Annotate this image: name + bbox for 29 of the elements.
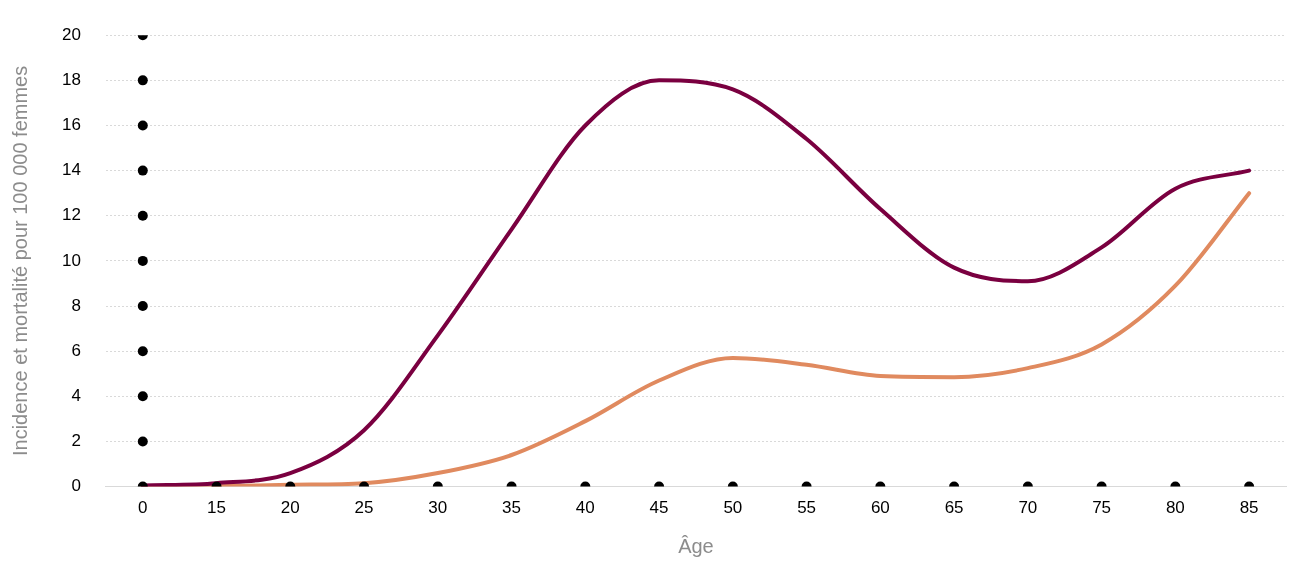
x-tick-label: 15 [207, 498, 226, 518]
x-axis-title: Âge [678, 534, 714, 557]
x-tick-label: 60 [870, 498, 890, 518]
x-tick-label: 50 [723, 498, 743, 518]
y-tick-label: 20 [61, 24, 81, 44]
x-tick-label: 85 [1239, 498, 1259, 518]
y-tick-label: 2 [71, 431, 81, 451]
x-tick-label: 40 [575, 498, 595, 518]
x-tick-label: 45 [649, 498, 669, 518]
y-tick-label: 8 [71, 295, 81, 315]
x-tick-label: 70 [1018, 498, 1038, 518]
y-tick-label: 14 [61, 160, 81, 180]
x-tick-label: 65 [944, 498, 964, 518]
y-axis-title: Incidence et mortalité pour 100 000 femmes [8, 65, 31, 457]
y-tick-label: 6 [71, 340, 81, 360]
x-tick-label: 0 [138, 498, 148, 518]
y-tick-label: 0 [71, 476, 81, 496]
y-tick-label: 16 [61, 115, 81, 135]
y-tick-label: 18 [61, 70, 81, 90]
y-tick-label: 4 [71, 386, 81, 406]
x-tick-label: 25 [354, 498, 374, 518]
x-tick-label: 55 [797, 498, 817, 518]
x-tick-label: 35 [502, 498, 522, 518]
x-tick-label: 20 [280, 498, 300, 518]
x-tick-label: 30 [428, 498, 448, 518]
x-tick-label: 80 [1165, 498, 1185, 518]
y-tick-label: 12 [61, 205, 81, 225]
y-tick-label: 10 [61, 250, 81, 270]
x-tick-label: 75 [1092, 498, 1112, 518]
